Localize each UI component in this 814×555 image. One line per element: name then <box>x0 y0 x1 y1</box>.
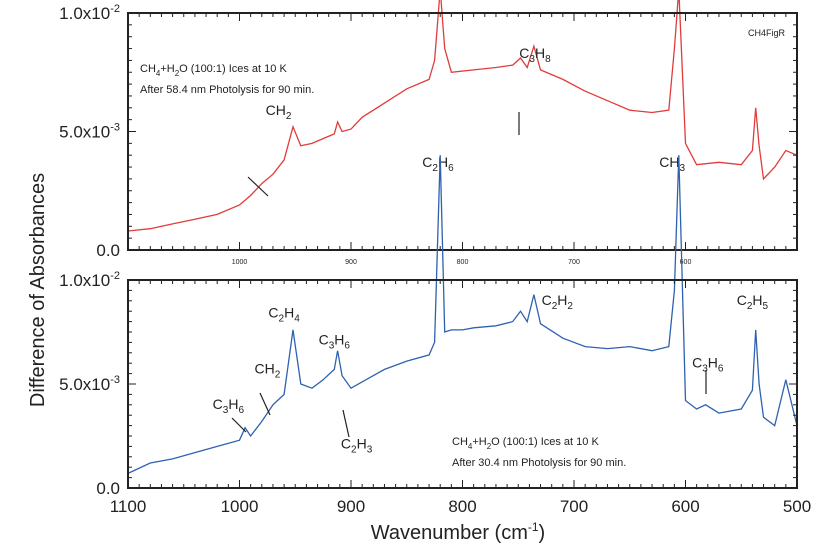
y-tick-label: 5.0x10-3 <box>59 122 120 142</box>
peak-label: C2H2 <box>542 292 574 312</box>
x-tick-label: 900 <box>337 497 365 516</box>
x-tick-label: 1000 <box>232 259 248 266</box>
x-tick-label: 700 <box>560 497 588 516</box>
peak-label: C2H4 <box>268 304 300 324</box>
photolysis-label: After 58.4 nm Photolysis for 90 min. <box>140 84 314 96</box>
x-tick-label: 600 <box>671 497 699 516</box>
peak-label: C2H5 <box>737 292 769 312</box>
y-tick-label: 0.0 <box>96 479 120 498</box>
y-tick-label: 1.0x10-2 <box>59 3 120 23</box>
x-tick-label: 800 <box>448 497 476 516</box>
series-line-bottom <box>128 155 797 474</box>
y-axis-title: Difference of Absorbances <box>27 173 49 407</box>
annotation-pointer <box>259 392 271 416</box>
peak-label: C3H6 <box>692 354 724 374</box>
peak-label: C2H3 <box>341 435 373 455</box>
bottom-panel: 0.0 5.0x10-3 1.0x10-2 1100 1000 900 800 700 600 5… <box>59 155 811 516</box>
peak-label: CH2 <box>254 361 280 381</box>
x-tick-label: 700 <box>568 259 580 266</box>
y-tick-label: 0.0 <box>96 241 120 260</box>
sample-label: CH4+H2O (100:1) Ices at 10 K <box>140 63 287 78</box>
x-axis-title: Wavenumber (cm-1) <box>371 520 545 544</box>
peak-label: C3H6 <box>319 331 351 351</box>
series-line-top <box>128 0 797 232</box>
annotation-pointer <box>231 417 247 433</box>
peak-label: C2H6 <box>422 154 454 174</box>
plot-frame-top <box>127 12 798 251</box>
sample-label: CH4+H2O (100:1) Ices at 10 K <box>452 436 599 451</box>
peak-label: CH2 <box>266 102 292 122</box>
x-tick-label: 600 <box>680 259 692 266</box>
annotation-pointer <box>247 176 269 197</box>
peak-label: CH3 <box>659 154 685 174</box>
figure-tag: CH4FigR <box>748 28 786 38</box>
x-tick-label: 800 <box>457 259 469 266</box>
peak-label: C3H6 <box>213 396 245 416</box>
x-tick-label: 900 <box>345 259 357 266</box>
y-tick-label: 1.0x10-2 <box>59 270 120 290</box>
annotation-pointer <box>342 409 350 438</box>
top-panel: 0.0 5.0x10-3 1.0x10-2 1000 900 800 700 600 CH4+H… <box>59 0 798 266</box>
y-tick-label: 5.0x10-3 <box>59 374 120 394</box>
photolysis-label: After 30.4 nm Photolysis for 90 min. <box>452 457 626 469</box>
peak-label: C3H8 <box>519 45 551 65</box>
x-tick-label: 1100 <box>110 497 147 516</box>
x-tick-label: 500 <box>783 497 811 516</box>
x-tick-label: 1000 <box>221 497 259 516</box>
